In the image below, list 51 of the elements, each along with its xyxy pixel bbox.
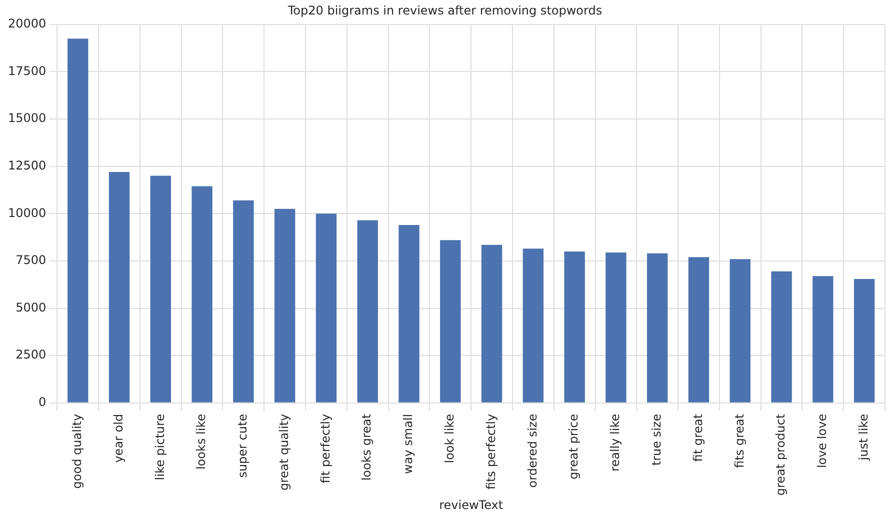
bar: [108, 172, 130, 402]
x-tick-label: fit perfectly: [318, 414, 332, 484]
x-tick-label: look like: [442, 414, 457, 464]
x-tick-label: fits perfectly: [484, 414, 498, 490]
x-tick-label: really like: [608, 414, 622, 472]
x-tick-label: love love: [815, 414, 830, 468]
x-tick-label: great product: [774, 414, 788, 496]
y-tick-label: 17500: [8, 64, 46, 78]
bar: [564, 252, 585, 402]
bar: [606, 252, 626, 402]
bar: [481, 244, 502, 402]
bar: [316, 214, 337, 402]
bar: [68, 38, 88, 402]
x-tick-label: looks great: [360, 414, 374, 481]
x-tick-label: fits great: [732, 414, 746, 468]
bar: [274, 208, 296, 402]
y-tick-label: 0: [38, 395, 46, 410]
x-tick-label: ordered size: [525, 414, 540, 488]
bar: [688, 257, 710, 402]
bar: [854, 278, 875, 402]
x-tick-label: true size: [649, 414, 664, 466]
bar: [150, 176, 171, 402]
y-tick-label: 20000: [8, 16, 46, 31]
x-tick-label: just like: [856, 414, 870, 462]
bar: [357, 220, 378, 402]
x-axis-title: reviewText: [439, 498, 504, 512]
y-tick-label: 10000: [8, 206, 46, 220]
x-tick-label: super cute: [236, 414, 250, 478]
x-tick-label: way small: [401, 414, 416, 474]
x-tick-label: great quality: [276, 414, 291, 490]
y-tick-label: 7500: [16, 253, 46, 268]
bar: [398, 225, 420, 402]
bar: [440, 240, 461, 402]
x-tick-label: fit great: [690, 414, 705, 462]
bar: [233, 200, 254, 402]
x-tick-label: looks like: [194, 414, 208, 470]
x-tick-label: great price: [566, 414, 581, 480]
bar: [522, 248, 544, 402]
y-tick-label: 2500: [16, 348, 46, 362]
chart-title: Top20 biigrams in reviews after removing stopwords: [286, 3, 602, 18]
bar: [647, 253, 668, 402]
y-tick-label: 12500: [8, 158, 46, 172]
x-tick-label: year old: [111, 414, 126, 463]
x-tick-label: like picture: [152, 414, 167, 480]
bar: [730, 259, 750, 402]
bar: [771, 271, 792, 402]
y-tick-label: 15000: [8, 111, 46, 126]
bar: [812, 276, 834, 402]
y-tick-label: 5000: [16, 300, 46, 314]
x-tick-label: good quality: [70, 414, 84, 489]
bar: [192, 186, 212, 402]
